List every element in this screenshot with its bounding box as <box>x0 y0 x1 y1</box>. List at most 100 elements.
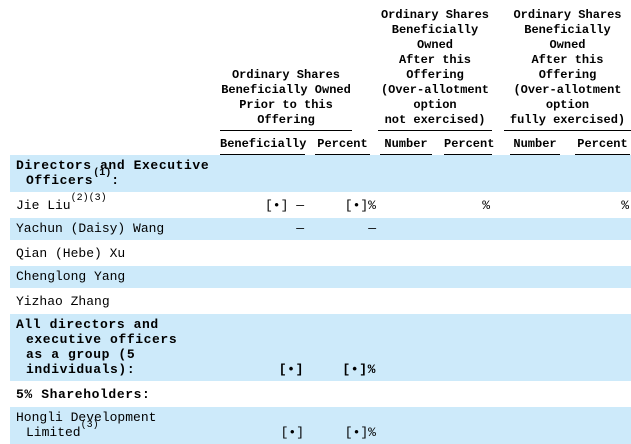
value-cell: [•]% <box>342 362 376 377</box>
column-group-title-line: Offering <box>406 68 464 82</box>
column-group-title-line: Offering <box>538 68 597 82</box>
value-cell <box>210 381 306 407</box>
value-cell <box>492 288 560 314</box>
column-group-title-line: Beneficially <box>391 23 479 37</box>
value-cell <box>306 266 378 288</box>
row-label-line: Chenglong Yang <box>16 269 126 284</box>
row-label-line: Directors and Executive <box>16 158 210 173</box>
value-cell <box>432 266 492 288</box>
column-header-percent-fully-exercised: Percent <box>575 137 630 155</box>
table-row: Hongli Development Limited(3) [•] [•]% <box>10 407 631 444</box>
column-group-title-line: Offering <box>257 113 315 127</box>
value-cell <box>378 381 432 407</box>
value-cell <box>306 240 378 266</box>
row-label: Yizhao Zhang <box>10 288 210 314</box>
column-group-title-line: Ordinary Shares <box>380 8 490 22</box>
footnote-marker: (1) <box>93 167 112 179</box>
column-group-title-line: Ordinary Shares <box>513 8 622 22</box>
value-cell <box>378 314 432 381</box>
row-label: Qian (Hebe) Xu <box>10 240 210 266</box>
value-cell <box>210 266 306 288</box>
value-cell: [•] <box>280 425 304 440</box>
value-cell: — <box>296 221 304 236</box>
value-cell <box>378 192 432 218</box>
value-cell <box>306 288 378 314</box>
value-cell <box>432 288 492 314</box>
row-label: Hongli Development Limited(3) <box>10 407 210 444</box>
row-label-line: Officers(1): <box>26 167 120 188</box>
value-cell <box>492 155 560 192</box>
value-cell <box>492 240 560 266</box>
column-group-title-line: Owned <box>416 38 453 52</box>
value-cell: [•] <box>278 362 304 377</box>
table-row: Yizhao Zhang <box>10 288 631 314</box>
row-label-line: Yachun (Daisy) Wang <box>16 221 165 236</box>
column-header-percent-prior: Percent <box>315 137 370 155</box>
value-cell <box>378 155 432 192</box>
value-cell <box>432 240 492 266</box>
column-group-title-line: Beneficially Owned <box>221 83 351 97</box>
column-header-number-fully-exercised: Number <box>510 137 560 155</box>
column-group-prior-to-offering: Ordinary Shares Beneficially Owned Prior t… <box>210 0 378 131</box>
value-cell <box>492 266 560 288</box>
value-cell: — <box>368 221 376 236</box>
row-label-line: Hongli Development <box>16 410 157 425</box>
value-cell <box>432 381 492 407</box>
value-cell <box>492 407 560 444</box>
column-group-title-line: (Over-allotment <box>380 83 490 97</box>
table-row: Jie Liu(2)(3) [•] — [•]%%% <box>10 192 631 218</box>
row-label-line: executive officers <box>26 332 178 347</box>
row-label-line: Limited(3) <box>26 419 99 440</box>
footnote-marker: (3) <box>80 419 99 431</box>
value-cell <box>378 407 432 444</box>
value-cell: [•] — <box>264 198 304 213</box>
column-header-number-not-exercised: Number <box>380 137 432 155</box>
value-cell <box>492 314 560 381</box>
value-cell <box>560 407 631 444</box>
column-group-title-line: Prior to this <box>239 98 333 112</box>
table-row: Directors and Executive Officers(1): <box>10 155 631 192</box>
value-cell <box>432 218 492 240</box>
value-cell <box>492 218 560 240</box>
column-group-title-line: option <box>545 98 590 112</box>
value-cell <box>210 155 306 192</box>
value-cell <box>560 218 631 240</box>
row-label-line: 5% Shareholders: <box>16 387 151 402</box>
value-cell: % <box>621 198 629 213</box>
column-header-beneficially: Beneficially <box>220 137 306 155</box>
row-label: All directors and executive officers as a … <box>10 314 210 381</box>
row-label-line: All directors and <box>16 317 159 332</box>
row-label: Chenglong Yang <box>10 266 210 288</box>
row-label-line: individuals): <box>26 362 136 377</box>
value-cell <box>492 192 560 218</box>
row-label: Directors and Executive Officers(1): <box>10 155 210 192</box>
row-label: Yachun (Daisy) Wang <box>10 218 210 240</box>
column-group-after-offering-fully-exercised: Ordinary Shares Beneficially Owned After th… <box>492 0 631 131</box>
table-row: All directors and executive officers as a … <box>10 314 631 381</box>
table-row: Chenglong Yang <box>10 266 631 288</box>
column-group-title-line: (Over-allotment <box>513 83 622 97</box>
column-group-title-line: Owned <box>549 38 586 52</box>
value-cell <box>432 155 492 192</box>
value-cell <box>378 288 432 314</box>
column-group-after-offering-not-exercised: Ordinary Shares Beneficially Owned After th… <box>378 0 492 131</box>
value-cell: % <box>482 198 490 213</box>
column-group-title-line: Ordinary Shares <box>231 68 341 82</box>
value-cell <box>432 314 492 381</box>
value-cell <box>210 240 306 266</box>
column-group-title-line: fully exercised) <box>509 113 626 127</box>
value-cell <box>560 314 631 381</box>
value-cell <box>378 266 432 288</box>
value-cell <box>432 407 492 444</box>
column-group-title-line: Beneficially <box>524 23 611 37</box>
row-label-line: Qian (Hebe) Xu <box>16 246 126 261</box>
value-cell <box>560 266 631 288</box>
column-group-title-line: After this <box>398 53 471 67</box>
value-cell <box>492 381 560 407</box>
row-label: Jie Liu(2)(3) <box>10 192 210 218</box>
column-group-title-line: option <box>413 98 457 112</box>
footnote-marker: (2)(3) <box>70 192 107 204</box>
beneficial-ownership-table: Ordinary Shares Beneficially Owned Prior t… <box>10 0 631 444</box>
stub-subheader <box>10 131 210 155</box>
value-cell: [•]% <box>344 425 376 440</box>
